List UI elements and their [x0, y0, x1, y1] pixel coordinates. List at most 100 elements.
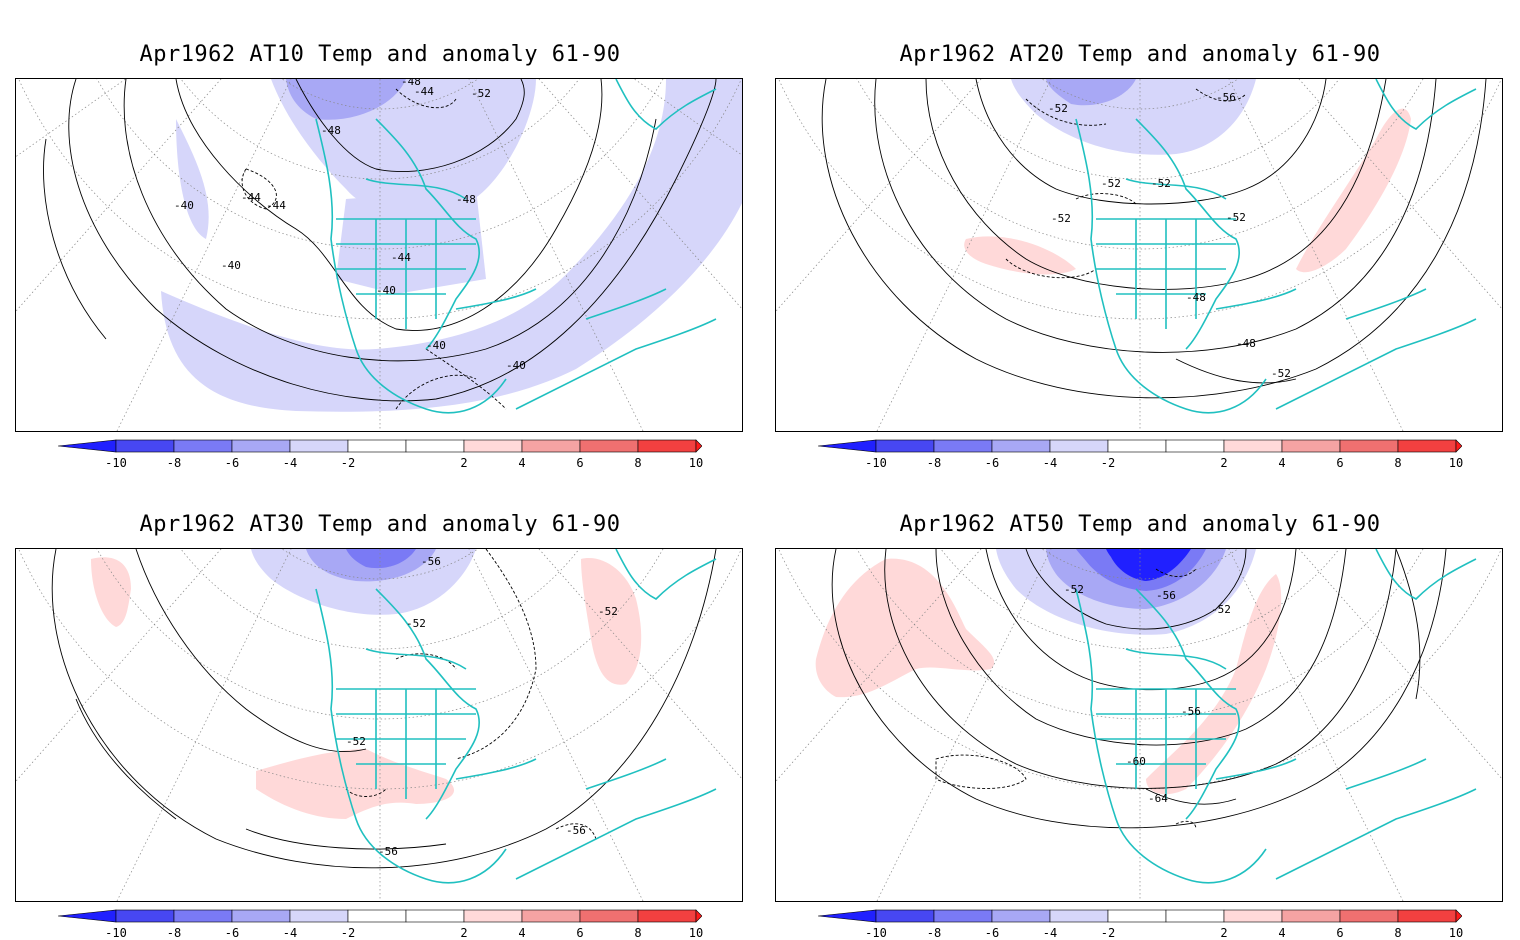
contour-label: -48 [401, 79, 421, 88]
panel-title: Apr1962 AT20 Temp and anomaly 61-90 [899, 42, 1381, 67]
lat-lon-grid [776, 549, 1502, 901]
colorbar-swatch [991, 909, 1051, 923]
contour-label: -52 [598, 605, 618, 618]
contour-label: -48 [1236, 337, 1256, 350]
contour-labels: -40 -40 -40 -40 -40 -44 -44 -44 -44 -48 … [174, 79, 526, 372]
colorbar-tick-label: -8 [926, 926, 942, 940]
anomaly-neg-arctic-core [1106, 549, 1191, 581]
anomaly-pos-east-na [1146, 574, 1282, 795]
colorbar-swatch [991, 439, 1051, 453]
colorbar-swatch [1223, 439, 1283, 453]
contour-label: -52 [1101, 177, 1121, 190]
colorbar-swatch [521, 909, 581, 923]
colorbar-tick-label: 10 [688, 926, 704, 940]
colorbar-tick-label: -10 [105, 456, 127, 470]
colorbar-swatch [1223, 909, 1283, 923]
map-panel-at10: Apr1962 AT10 Temp and anomaly 61-90 [0, 0, 760, 470]
contour-labels: -56 -52 -52 -52 -56 -56 [346, 555, 618, 858]
anomaly-pos-pacific [91, 557, 131, 627]
colorbar-tick-label: 2 [460, 456, 468, 470]
contour-label: -52 [346, 735, 366, 748]
lat-lon-grid [16, 79, 742, 431]
colorbar-tick-label: -6 [984, 456, 1000, 470]
colorbar-swatch [1339, 439, 1399, 453]
panel-title: Apr1962 AT30 Temp and anomaly 61-90 [139, 512, 621, 537]
colorbar-swatch [933, 439, 993, 453]
colorbar-tick-label: 8 [1394, 926, 1402, 940]
polar-map: -40 -40 -40 -40 -40 -44 -44 -44 -44 -48 … [16, 79, 742, 431]
colorbar: -10 -8 -6 -4 -2 2 4 6 8 10 [818, 908, 1464, 940]
contour-label: -44 [414, 85, 434, 98]
contour-label: -44 [241, 191, 261, 204]
polar-map: -52 -56 -52 -52 -52 -52 -48 -48 -52 [776, 79, 1502, 431]
anomaly-neg-arctic-core [346, 549, 416, 569]
temperature-contours [51, 549, 717, 869]
contour-label: -56 [378, 845, 398, 858]
colorbar-tick-label: -4 [282, 926, 298, 940]
panel-title: Apr1962 AT10 Temp and anomaly 61-90 [139, 42, 621, 67]
contour-label: -40 [426, 339, 446, 352]
contour-labels: -52 -56 -52 -56 -60 -64 [1064, 583, 1231, 805]
contour-label: -40 [174, 199, 194, 212]
colorbar-tick-label: 8 [634, 926, 642, 940]
colorbar-end-arrow-right [1455, 909, 1462, 923]
contour-label: -52 [471, 87, 491, 100]
colorbar-swatch [637, 909, 697, 923]
coastlines [315, 79, 717, 414]
anomaly-neg-arctic-core [1046, 79, 1136, 106]
colorbar-swatch [405, 909, 465, 923]
colorbar-swatch [173, 909, 233, 923]
contour-label: -56 [421, 555, 441, 568]
polar-map: -56 -52 -52 -52 -56 -56 [16, 549, 742, 901]
contour-label: -64 [1148, 792, 1168, 805]
colorbar-swatch [405, 439, 465, 453]
contour-label: -52 [1151, 177, 1171, 190]
coastlines [315, 549, 717, 884]
colorbar-tick-label: -6 [984, 926, 1000, 940]
polar-map: -52 -56 -52 -56 -60 -64 [776, 549, 1502, 901]
colorbar-tick-label: -2 [340, 926, 356, 940]
colorbar-tick-label: 2 [1220, 456, 1228, 470]
colorbar-graphic [818, 439, 1462, 453]
contour-label: -52 [406, 617, 426, 630]
colorbar-tick-label: 6 [1336, 926, 1344, 940]
colorbar-swatch [347, 909, 407, 923]
contour-label: -56 [1216, 91, 1236, 104]
colorbar-swatch [115, 909, 175, 923]
colorbar-swatch [1281, 439, 1341, 453]
contour-label: -52 [1048, 102, 1068, 115]
colorbar-tick-label: -2 [340, 456, 356, 470]
colorbar-swatch [1165, 909, 1225, 923]
anomaly-pos-atlantic [1296, 108, 1411, 273]
colorbar-tick-label: -2 [1100, 456, 1116, 470]
colorbar-tick-label: 6 [576, 926, 584, 940]
coastlines [1075, 79, 1477, 414]
anomaly-pos-atlantic [581, 558, 642, 685]
colorbar-tick-label: -8 [166, 926, 182, 940]
coastlines [1075, 549, 1477, 884]
colorbar: -10 -8 -6 -4 -2 2 4 6 8 10 [58, 438, 703, 470]
colorbar-swatch [1281, 909, 1341, 923]
contour-label: -44 [266, 199, 286, 212]
colorbar-swatch [1107, 439, 1167, 453]
colorbar-graphic [818, 909, 1462, 923]
colorbar-swatch [173, 439, 233, 453]
contour-label: -48 [321, 124, 341, 137]
colorbar-tick-label: 4 [518, 456, 526, 470]
contour-label: -56 [1181, 705, 1201, 718]
colorbar-tick-label: 6 [1336, 456, 1344, 470]
panel-title: Apr1962 AT50 Temp and anomaly 61-90 [899, 512, 1381, 537]
colorbar-tick-label: -10 [865, 456, 887, 470]
colorbar-tick-label: 10 [1448, 926, 1464, 940]
colorbar-tick-label: -8 [166, 456, 182, 470]
colorbar-swatch [231, 909, 291, 923]
colorbar-swatch [1397, 909, 1457, 923]
colorbar-tick-label: 2 [460, 926, 468, 940]
colorbar-swatch [347, 439, 407, 453]
map-frame: -40 -40 -40 -40 -40 -44 -44 -44 -44 -48 … [15, 78, 743, 432]
colorbar-tick-label: 2 [1220, 926, 1228, 940]
contour-label: -52 [1271, 367, 1291, 380]
colorbar-tick-label: 4 [518, 926, 526, 940]
colorbar-swatch [875, 909, 935, 923]
colorbar-tick-label: -10 [105, 926, 127, 940]
